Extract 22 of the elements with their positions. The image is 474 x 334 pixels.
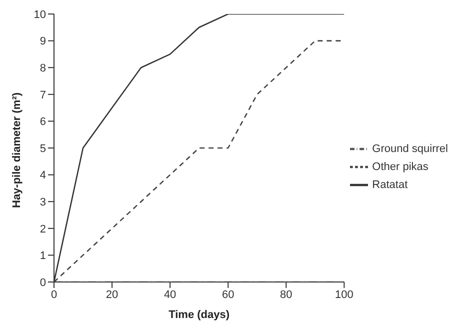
x-tick-label: 80: [280, 288, 292, 301]
x-tick-label: 100: [334, 288, 354, 301]
y-tick-label: 8: [40, 62, 46, 75]
y-tick-label: 1: [40, 250, 46, 262]
legend-label: Ground squirrel: [372, 142, 448, 155]
y-tick-label: 10: [34, 8, 46, 21]
y-tick-label: 6: [40, 116, 46, 128]
y-tick-label: 9: [40, 36, 46, 48]
y-tick-label: 2: [40, 223, 46, 236]
x-tick-label: 40: [164, 288, 176, 301]
y-tick-label: 3: [40, 196, 46, 209]
legend-label: Other pikas: [372, 160, 428, 173]
x-tick-label: 0: [50, 288, 58, 301]
y-tick-label: 5: [40, 142, 46, 155]
y-tick-label: 4: [40, 170, 46, 182]
x-tick-label: 60: [222, 288, 234, 301]
x-axis-title: Time (days): [168, 309, 230, 321]
y-tick-label: 0: [40, 276, 46, 289]
legend-label: Ratatat: [372, 178, 408, 191]
x-tick-label: 20: [106, 288, 118, 301]
y-axis-title: Hay-pile diameter (m²): [10, 92, 23, 208]
y-tick-label: 7: [40, 89, 46, 102]
